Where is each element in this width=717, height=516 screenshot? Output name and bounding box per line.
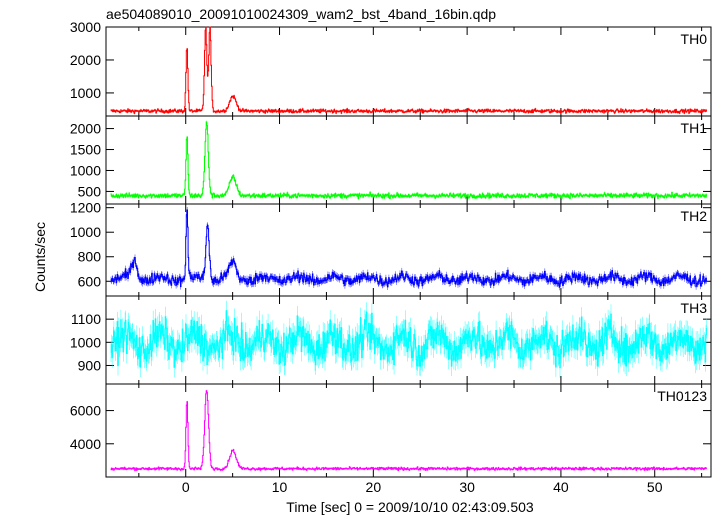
- y-tick-label: 3000: [70, 19, 101, 35]
- panel-label: TH3: [681, 300, 708, 316]
- x-tick-label: 20: [366, 479, 382, 495]
- panel-th3: 900 1000 1100 TH3: [70, 295, 712, 385]
- x-tick-label: 50: [647, 479, 663, 495]
- panel-label: TH0123: [657, 388, 707, 404]
- series-line: [110, 26, 707, 114]
- panel-th0: 1000 2000 3000 TH0: [70, 19, 712, 117]
- y-tick-label: 1200: [70, 200, 101, 216]
- panel-label: TH2: [681, 208, 708, 224]
- panel-th2: 600 800 1000 1200 TH2: [70, 200, 712, 297]
- y-tick-label: 800: [78, 249, 102, 265]
- x-tick-label: 40: [553, 479, 569, 495]
- panel-frame: [105, 115, 712, 205]
- x-tick-label: 10: [272, 479, 288, 495]
- series-line: [110, 310, 707, 369]
- series-errorbars: [110, 27, 707, 115]
- y-tick-label: 1000: [70, 162, 101, 178]
- series-line: [110, 390, 707, 472]
- y-tick-label: 1100: [71, 311, 101, 327]
- y-tick-label: 2000: [70, 121, 101, 137]
- y-tick-label: 6000: [70, 403, 101, 419]
- y-tick-label: 1000: [70, 334, 101, 350]
- panel-label: TH1: [681, 120, 708, 136]
- y-tick-label: 500: [78, 183, 102, 199]
- y-tick-label: 1000: [70, 224, 101, 240]
- y-tick-label: 4000: [70, 436, 101, 452]
- chart-title: ae504089010_20091010024309_wam2_bst_4ban…: [106, 6, 496, 22]
- x-axis-label: Time [sec] 0 = 2009/10/10 02:43:09.503: [286, 499, 534, 515]
- panel-label: TH0: [681, 31, 708, 47]
- panel-th0123: 4000 6000 TH0123 0 10 20 30 40 50: [70, 383, 712, 495]
- panel-frame: [105, 383, 712, 478]
- y-axis-label: Counts/sec: [32, 222, 48, 292]
- x-tick-label: 30: [459, 479, 475, 495]
- series-errorbars: [110, 120, 707, 200]
- x-tick-label: 0: [182, 479, 190, 495]
- series-errorbars: [110, 389, 707, 472]
- y-tick-label: 900: [78, 357, 102, 373]
- series-line: [110, 209, 707, 288]
- y-tick-label: 600: [78, 273, 102, 289]
- y-tick-label: 1500: [70, 142, 101, 158]
- y-tick-label: 1000: [70, 85, 101, 101]
- y-tick-label: 2000: [70, 52, 101, 68]
- panel-th1: 500 1000 1500 2000 TH1: [70, 115, 712, 205]
- series-line: [110, 121, 707, 200]
- panel-frame: [105, 26, 712, 117]
